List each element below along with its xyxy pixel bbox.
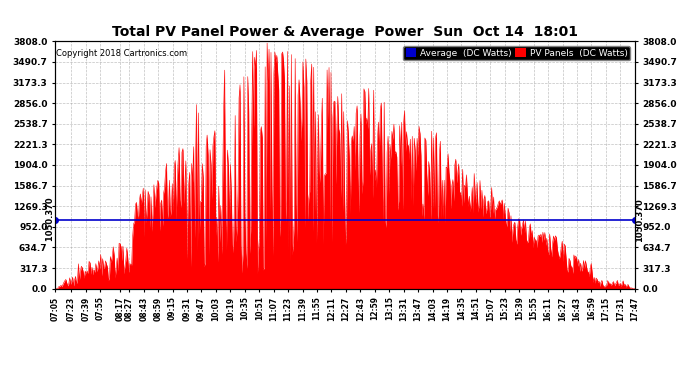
Legend: Average  (DC Watts), PV Panels  (DC Watts): Average (DC Watts), PV Panels (DC Watts) — [403, 46, 630, 60]
Text: 1050.370: 1050.370 — [635, 199, 644, 242]
Title: Total PV Panel Power & Average  Power  Sun  Oct 14  18:01: Total PV Panel Power & Average Power Sun… — [112, 25, 578, 39]
Text: 1050.370: 1050.370 — [46, 197, 55, 244]
Text: Copyright 2018 Cartronics.com: Copyright 2018 Cartronics.com — [56, 49, 187, 58]
